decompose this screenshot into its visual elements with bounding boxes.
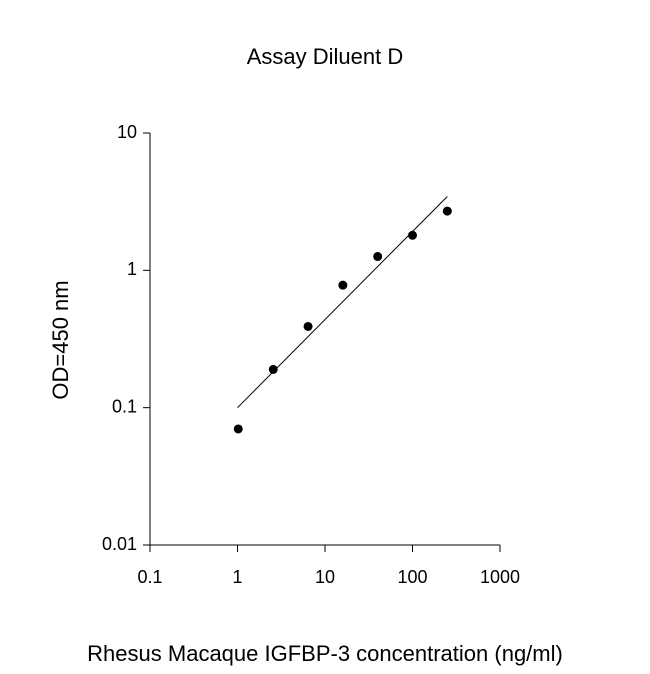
trend-line [237, 196, 448, 409]
x-tick-label: 10 [315, 567, 335, 587]
data-point [268, 364, 278, 374]
chart-title: Assay Diluent D [247, 44, 404, 69]
y-tick-label: 0.01 [102, 534, 137, 554]
x-tick-label: 1 [232, 567, 242, 587]
data-point [233, 424, 243, 434]
data-point [408, 230, 417, 240]
data-point [373, 252, 383, 262]
data-point [303, 321, 313, 331]
y-tick-label: 1 [127, 259, 137, 279]
y-tick-label: 0.1 [112, 396, 137, 416]
x-tick-label: 1000 [480, 567, 520, 587]
data-point [338, 280, 348, 290]
x-axis-title: Rhesus Macaque IGFBP-3 concentration (ng… [87, 641, 563, 666]
y-axis-title: OD=450 nm [48, 280, 73, 399]
x-tick-label: 0.1 [137, 567, 162, 587]
y-tick-label: 10 [117, 122, 137, 142]
x-tick-label: 100 [397, 567, 427, 587]
data-point [442, 206, 452, 216]
